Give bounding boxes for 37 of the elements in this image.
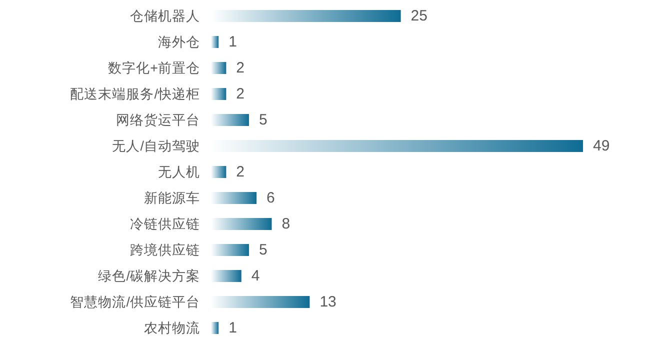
bar: [211, 270, 242, 282]
y-tick-label: 农村物流: [144, 320, 200, 336]
y-tick-label: 仓储机器人: [130, 8, 200, 24]
y-tick-label: 绿色/碳解决方案: [98, 268, 200, 284]
bar: [211, 244, 249, 256]
y-tick-label: 数字化+前置仓: [108, 60, 200, 76]
data-label: 5: [258, 112, 268, 128]
data-label: 6: [266, 190, 275, 206]
y-tick-label: 新能源车: [144, 190, 200, 206]
data-label: 8: [282, 216, 290, 232]
bar: [211, 62, 226, 74]
y-tick-label: 无人机: [158, 164, 200, 180]
bar: [211, 218, 272, 230]
data-label: 1: [228, 320, 237, 336]
y-tick-label: 跨境供应链: [130, 242, 200, 258]
data-label: 2: [236, 60, 245, 76]
bar: [211, 296, 310, 308]
y-tick-label: 无人/自动驾驶: [112, 138, 200, 154]
bar: [211, 166, 226, 178]
y-tick-label: 配送末端服务/快递柜: [70, 86, 200, 102]
bar: [211, 114, 249, 126]
data-label: 2: [236, 86, 245, 102]
bar: [211, 88, 226, 100]
data-label: 5: [258, 242, 268, 258]
y-tick-label: 海外仓: [158, 34, 200, 50]
data-label: 25: [410, 8, 428, 24]
y-tick-label: 冷链供应链: [130, 216, 200, 232]
bar: [211, 192, 257, 204]
data-label: 49: [593, 138, 610, 154]
data-label: 2: [236, 164, 245, 180]
data-label: 4: [251, 268, 260, 284]
bar: [211, 36, 219, 48]
data-label: 13: [320, 294, 336, 310]
y-tick-label: 网络货运平台: [116, 112, 200, 128]
bar: [211, 322, 219, 334]
y-tick-label: 智慧物流/供应链平台: [70, 294, 200, 310]
data-label: 1: [228, 34, 237, 50]
